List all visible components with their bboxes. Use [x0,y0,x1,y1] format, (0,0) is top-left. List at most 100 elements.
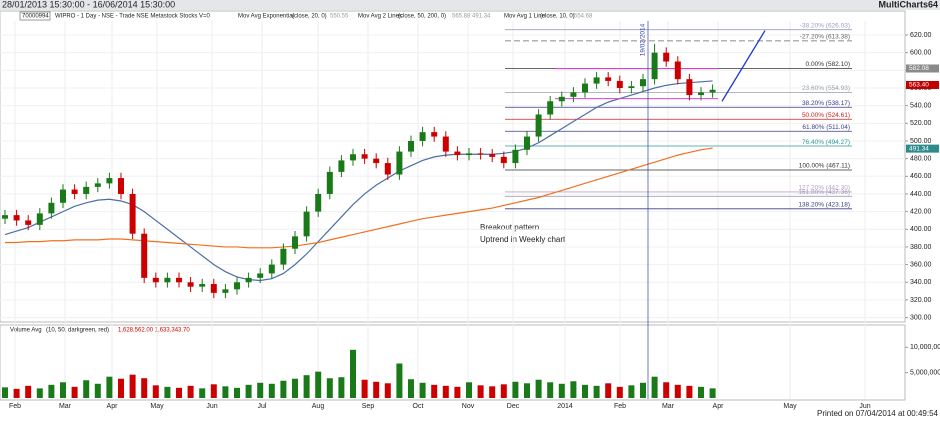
volume-bar [558,383,565,398]
volume-bar [373,381,380,398]
indicator-params: (close, 50, 200, 0) [398,14,446,20]
candle-body [524,136,530,150]
y-tick-label: 10,000,000 [910,344,940,351]
y-tick-label: 520.00 [910,120,932,127]
x-tick-label: Jun [859,403,870,410]
volume-bar [628,385,635,398]
x-tick-label: Aug [312,403,325,410]
y-tick-label: 340.00 [910,279,932,286]
x-tick-label: Feb [614,403,626,410]
fib-label: 127.20% (442.30) [798,185,850,192]
volume-bar [210,384,217,398]
volume-bar [709,388,716,398]
indicator: Mov Avg Exponential [238,14,294,20]
fib-label: -38.20% (626.03) [800,22,850,29]
candle-body [570,92,577,97]
candle-body [651,52,658,80]
y-tick-label: 420.00 [910,208,932,215]
volume-bar [477,385,484,398]
fib-label: 50.00% (524.61) [802,112,850,119]
candle-body [234,282,240,290]
volume-bar [338,377,345,398]
volume-title: Volume Avg [10,328,42,334]
y-tick-label: 440.00 [910,191,932,198]
candle-body [152,277,159,283]
symbol-box[interactable] [19,11,51,21]
fib-label: 161.80% (437.36) [798,189,850,196]
indicator-params: (close, 10, 0) [540,14,575,20]
candle-body [442,136,449,152]
candle-body [466,153,472,156]
candle-body [663,52,670,62]
x-tick-label: Dec [507,403,520,410]
x-tick-label: Jun [206,403,217,410]
candle-body [83,186,90,194]
candle-body [13,215,20,221]
volume-bar [500,384,507,398]
volume-bar [187,385,194,398]
volume-bar [582,384,588,398]
volume-bar [176,387,182,398]
indicator-value: 550.55 [330,14,349,20]
volume-bar [547,382,554,398]
volume-bar [466,382,472,398]
candle-body [593,77,600,84]
candle-body [326,171,333,194]
indicator-params: (close, 20, 0) [292,14,327,20]
fib-label: 23.60% (554.93) [802,85,850,92]
candle-body [709,89,716,93]
volume-bar [257,382,264,398]
y-tick-label: 460.00 [910,173,932,180]
candle-body [118,178,124,194]
trendline [721,30,766,102]
y-tick-label: 620.00 [910,32,932,39]
volume-bar [315,371,322,398]
x-tick-label: Mar [59,403,72,410]
x-tick-label: Feb [9,403,21,410]
volume-bar [408,379,414,398]
volume-bar [686,385,693,398]
candle-body [257,273,264,278]
volume-bar [94,383,101,398]
volume-bar [535,379,542,398]
indicator: Mov Avg 1 Line [504,14,546,20]
candle-body [280,248,287,265]
candle-body [350,154,356,161]
x-tick-label: Apr [107,403,119,410]
fib-label: 138.20% (423.18) [798,202,850,209]
candle-body [605,77,612,81]
candle-body [419,132,426,141]
volume-bar [48,384,55,398]
candle-body [640,79,646,87]
symbol-code: 70000994 [22,14,49,20]
candle-body [71,189,78,194]
x-tick-label: May [150,403,164,410]
candle-body [454,151,461,156]
price-tag [906,80,939,89]
volume-bar [605,383,612,398]
candle-body [141,233,148,278]
candle-body [686,79,693,96]
volume-bar [152,385,159,398]
volume-bar [280,380,287,398]
volume-bar [2,387,8,398]
candle-body [199,284,206,287]
x-tick-label: Mar [662,403,675,410]
candle-body [210,284,217,293]
volume-bar [419,382,426,398]
volume-bar [199,388,206,398]
fib-label: 38.20% (538.17) [802,100,850,107]
volume-bar [361,379,368,398]
candle-body [60,189,66,203]
volume-bar [593,385,600,398]
indicator-value: 554.68 [574,14,593,20]
volume-bar [292,378,298,398]
volume-bar [141,378,148,398]
y-tick-label: 600.00 [910,50,932,57]
volume-bar [118,378,124,398]
candle-body [2,215,8,219]
volume-bar [326,378,333,398]
candle-body [512,149,519,164]
indicator-value: 565.88 491.34 [452,14,491,20]
date-range: 28/01/2013 15:30:00 - 16/06/2014 15:30:0… [2,0,175,9]
